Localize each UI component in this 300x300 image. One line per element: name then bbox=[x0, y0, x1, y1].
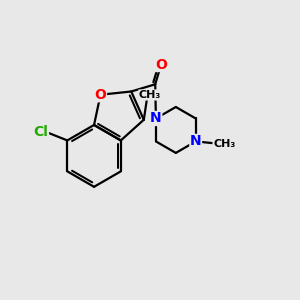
Text: Cl: Cl bbox=[34, 125, 48, 139]
Text: N: N bbox=[150, 112, 162, 125]
Text: O: O bbox=[155, 58, 167, 71]
Text: CH₃: CH₃ bbox=[139, 90, 161, 100]
Text: O: O bbox=[94, 88, 106, 102]
Text: N: N bbox=[190, 134, 202, 148]
Text: CH₃: CH₃ bbox=[213, 139, 235, 148]
